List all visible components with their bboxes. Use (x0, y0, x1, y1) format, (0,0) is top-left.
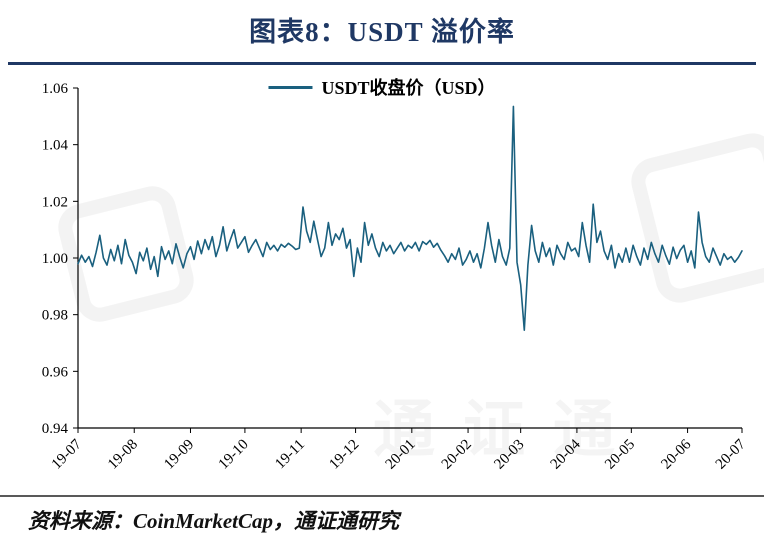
x-tick-label: 20-05 (602, 437, 638, 473)
y-tick-label: 1.00 (42, 251, 68, 267)
y-tick-label: 0.94 (42, 421, 69, 437)
x-tick-label: 19-11 (272, 437, 308, 473)
x-tick-label: 20-03 (491, 437, 527, 473)
x-tick-label: 20-04 (548, 436, 584, 472)
source-note: 资料来源：CoinMarketCap，通证通研究 (28, 509, 400, 533)
page-title: 图表8：USDT 溢价率 (249, 17, 515, 47)
legend-line-sample (268, 85, 313, 89)
x-tick-label: 19-12 (326, 437, 362, 473)
chart-area: 通证通 0.94 0.96 0.98 1.00 1.02 1.04 1.06 19-07 19-… (0, 66, 764, 494)
x-tick-label: 19-08 (105, 437, 141, 473)
x-tick-label: 19-07 (49, 436, 85, 472)
y-tick-label: 1.02 (42, 194, 68, 210)
y-tick-label: 1.04 (42, 138, 69, 154)
y-tick-label: 1.06 (42, 81, 69, 97)
chart-legend: USDT收盘价（USD） (268, 74, 496, 100)
footer-divider (0, 495, 764, 497)
x-tick-label: 19-09 (161, 437, 197, 473)
title-divider (8, 62, 756, 65)
x-tick-label: 20-02 (439, 437, 475, 473)
x-tick-label: 19-10 (216, 437, 252, 473)
series-line (77, 105, 743, 332)
x-tick-label: 20-06 (658, 436, 694, 472)
x-tick-label: 20-01 (383, 437, 419, 473)
y-tick-label: 0.96 (42, 364, 69, 380)
y-tick-label: 0.98 (42, 308, 68, 324)
line-chart-canvas: 0.94 0.96 0.98 1.00 1.02 1.04 1.06 19-07 19-08 19… (42, 81, 749, 473)
legend-label: USDT收盘价（USD） (321, 78, 496, 98)
x-tick-label: 20-07 (713, 436, 749, 472)
